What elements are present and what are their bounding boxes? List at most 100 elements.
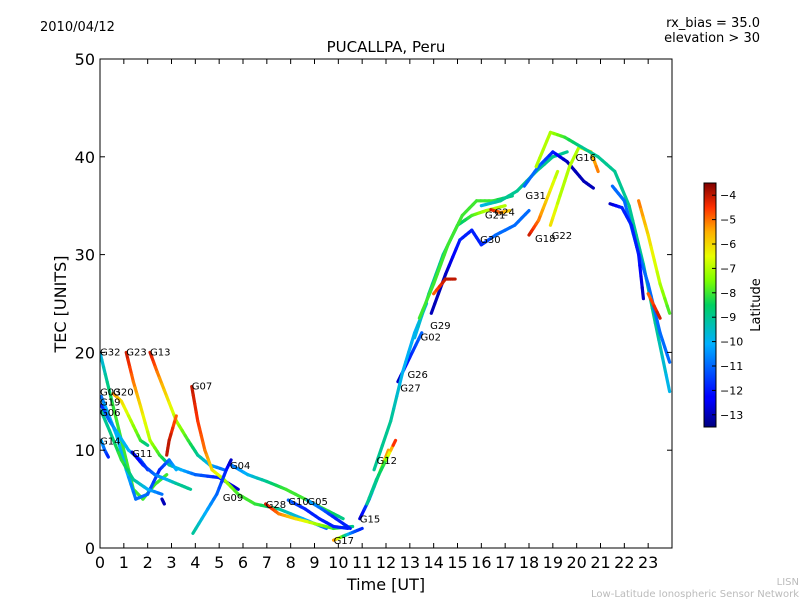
- x-tick-label: 5: [214, 553, 224, 572]
- chart-title: PUCALLPA, Peru: [327, 38, 446, 56]
- x-tick-label: 18: [519, 553, 539, 572]
- x-tick-label: 10: [328, 553, 348, 572]
- y-axis: 0 10 20 30 40 50: [75, 50, 672, 558]
- colorbar-tick-label: −8: [720, 287, 736, 300]
- series-g05: [305, 498, 352, 531]
- series-segment: [395, 382, 402, 399]
- series-segment: [376, 443, 385, 460]
- plot-area: [100, 59, 672, 548]
- y-tick-label: 20: [75, 343, 95, 362]
- series-g31: [522, 150, 595, 190]
- x-tick-label: 8: [286, 553, 296, 572]
- colorbar-tick-label: −7: [720, 262, 736, 275]
- prn-label-g13: G13: [150, 347, 170, 358]
- x-tick-label: 19: [543, 553, 563, 572]
- elevation-annotation: elevation > 30: [664, 31, 760, 46]
- x-tick-label: 0: [95, 553, 105, 572]
- prn-label-g18: G18: [535, 234, 555, 245]
- prn-label-g31: G31: [525, 191, 545, 202]
- series-segment: [646, 233, 653, 249]
- series-segment: [144, 442, 150, 447]
- x-tick-label: 9: [309, 553, 319, 572]
- series-segment: [627, 204, 635, 222]
- prn-label-g19: G19: [100, 397, 120, 408]
- series-g04: [229, 463, 345, 521]
- series-g28: [264, 502, 355, 531]
- series-segment: [639, 275, 644, 290]
- rx-bias-annotation: rx_bias = 35.0: [666, 16, 760, 31]
- series-segment: [358, 526, 364, 532]
- series-segment: [664, 372, 672, 394]
- series-unlabeled-30: [608, 202, 646, 301]
- colorbar-tick-label: −11: [720, 360, 743, 373]
- series-segment: [380, 431, 389, 447]
- series-segment: [401, 360, 408, 374]
- series-segment: [336, 514, 345, 521]
- colorbar-tick-label: −10: [720, 336, 743, 349]
- series-segment: [162, 473, 169, 479]
- series-segment: [498, 204, 507, 209]
- series-segment: [228, 458, 233, 465]
- date-label: 2010/04/12: [40, 20, 115, 35]
- series-g07: [190, 385, 329, 531]
- series-segment: [122, 448, 128, 462]
- prn-label-g26: G26: [407, 370, 427, 381]
- series-segment: [389, 407, 396, 423]
- series-unlabeled-34: [160, 497, 166, 506]
- series-segment: [655, 270, 662, 286]
- x-tick-label: 11: [352, 553, 372, 572]
- series-segment: [665, 353, 672, 364]
- series-segment: [660, 355, 668, 377]
- series-segment: [413, 325, 420, 340]
- prn-label-g27: G27: [400, 384, 420, 395]
- x-tick-label: 2: [143, 553, 153, 572]
- prn-label-g20: G20: [113, 387, 133, 398]
- series-segment: [398, 370, 405, 386]
- series-segment: [553, 169, 560, 180]
- series-segment: [162, 501, 166, 506]
- prn-label-g04: G04: [230, 461, 250, 472]
- prn-label-g21: G21: [485, 210, 505, 221]
- colorbar-tick-label: −4: [720, 189, 736, 202]
- colorbar-ticks: −4 −5 −6 −7 −8 −9 −10 −11 −12 −13: [712, 189, 743, 422]
- series-segment: [655, 319, 662, 335]
- x-tick-label: 20: [566, 553, 586, 572]
- x-axis: 0 1 2 3 4 5 6 7 8 9 10 11 12 13 14 15 16 17 18 19 20 21 22 23: [95, 59, 658, 572]
- series-g21: [489, 208, 512, 215]
- series-g12: [365, 438, 398, 506]
- series-segment: [650, 306, 657, 325]
- prn-label-g12: G12: [376, 456, 396, 467]
- series-segment: [345, 524, 352, 531]
- prn-label-g11: G11: [132, 449, 152, 460]
- series-unlabeled-33: [432, 277, 457, 296]
- x-tick-label: 3: [166, 553, 176, 572]
- prn-label-g22: G22: [552, 231, 572, 242]
- x-tick-label: 14: [423, 553, 443, 572]
- y-tick-label: 0: [85, 539, 95, 558]
- series-segment: [637, 253, 642, 268]
- prn-label-g32: G32: [100, 347, 120, 358]
- y-tick-label: 10: [75, 441, 95, 460]
- x-tick-label: 6: [238, 553, 248, 572]
- y-tick-label: 40: [75, 148, 95, 167]
- series-g17: [331, 526, 364, 542]
- series-segment: [404, 350, 411, 364]
- series-segment: [165, 449, 169, 457]
- colorbar: −4 −5 −6 −7 −8 −9 −10 −11 −12 −13 Latitude: [703, 182, 764, 428]
- series-segment: [652, 257, 659, 274]
- series-g09: [191, 458, 233, 535]
- series-layer: [100, 130, 672, 542]
- prn-label-g14: G14: [100, 436, 120, 447]
- prn-label-g07: G07: [192, 382, 212, 393]
- prn-label-g23: G23: [126, 347, 146, 358]
- series-segment: [156, 491, 164, 496]
- series-segment: [185, 486, 193, 491]
- colorbar-tick-label: −9: [720, 311, 736, 324]
- colorbar-tick-label: −12: [720, 384, 743, 397]
- series-segment: [561, 150, 569, 155]
- series-segment: [432, 272, 439, 286]
- series-segment: [218, 466, 226, 472]
- series-segment: [634, 233, 642, 252]
- series-segment: [631, 218, 638, 237]
- series-segment: [105, 453, 110, 459]
